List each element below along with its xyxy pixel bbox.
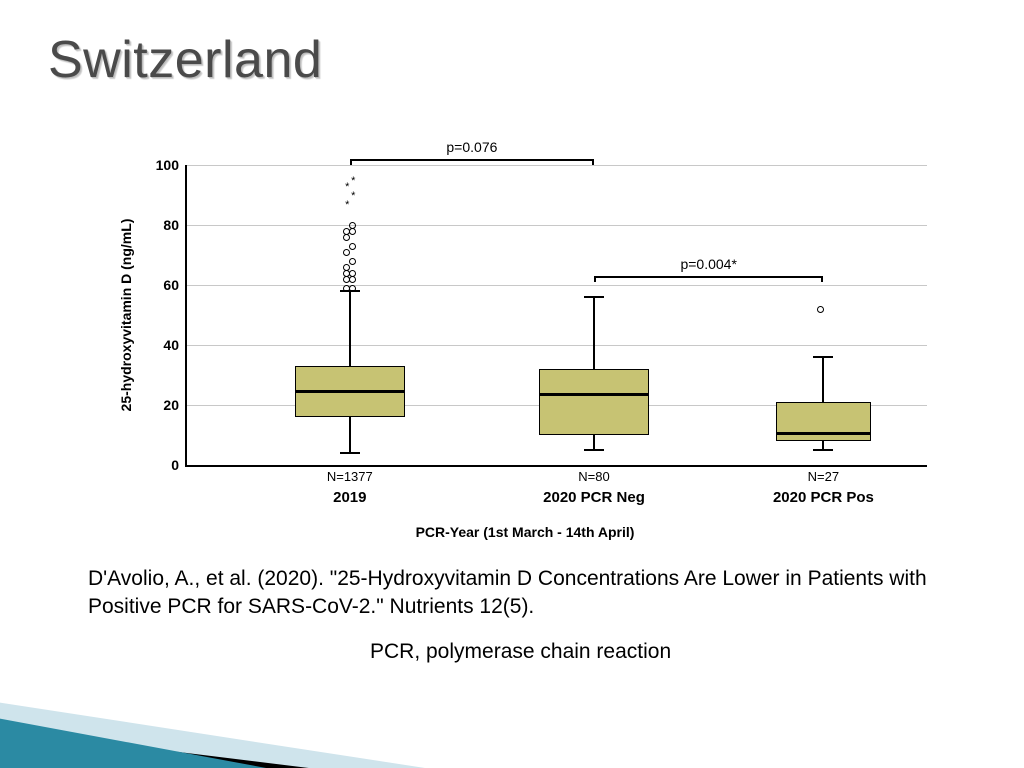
grid-line <box>187 165 927 166</box>
slide: Switzerland 25-hydroxyvitamin D (ng/mL) … <box>0 0 1024 768</box>
outlier-star: * <box>350 178 357 185</box>
whisker-cap <box>584 449 604 451</box>
n-label: N=1377 <box>327 469 373 484</box>
n-label: N=80 <box>578 469 609 484</box>
y-tick-label: 20 <box>163 397 179 413</box>
outlier-circle <box>343 264 350 271</box>
y-tick-label: 40 <box>163 337 179 353</box>
whisker-cap <box>340 452 360 454</box>
n-label: N=27 <box>808 469 839 484</box>
category-label: 2019 <box>333 489 366 506</box>
outlier-circle <box>817 306 824 313</box>
outlier-circle <box>349 258 356 265</box>
plot-area: 020406080100****N=13772019N=802020 PCR N… <box>185 165 927 467</box>
outlier-circle <box>349 285 356 292</box>
significance-tick <box>350 159 352 165</box>
y-tick-label: 100 <box>156 157 179 173</box>
whisker-cap <box>813 356 833 358</box>
significance-bar <box>350 159 594 161</box>
outlier-circle <box>349 243 356 250</box>
box <box>295 366 405 417</box>
significance-tick <box>821 276 823 282</box>
outlier-circle <box>343 234 350 241</box>
significance-label: p=0.004* <box>680 256 736 272</box>
boxplot-chart: 25-hydroxyvitamin D (ng/mL) 020406080100… <box>100 150 950 540</box>
significance-tick <box>594 276 596 282</box>
outlier-circle <box>349 276 356 283</box>
box <box>776 402 871 441</box>
outlier-circle <box>343 228 350 235</box>
y-tick-label: 0 <box>171 457 179 473</box>
outlier-star: * <box>344 202 351 209</box>
outlier-circle <box>343 249 350 256</box>
outlier-circle <box>349 228 356 235</box>
y-axis-label: 25-hydroxyvitamin D (ng/mL) <box>118 219 134 412</box>
grid-line <box>187 225 927 226</box>
category-label: 2020 PCR Pos <box>773 489 874 506</box>
outlier-star: * <box>344 184 351 191</box>
significance-label: p=0.076 <box>446 139 497 155</box>
grid-line <box>187 285 927 286</box>
outlier-star: * <box>350 193 357 200</box>
significance-bar <box>594 276 823 278</box>
whisker-cap <box>813 449 833 451</box>
category-label: 2020 PCR Neg <box>543 489 645 506</box>
whisker-cap <box>584 296 604 298</box>
y-tick-label: 60 <box>163 277 179 293</box>
median-line <box>296 390 404 393</box>
median-line <box>777 432 870 435</box>
significance-tick <box>592 159 594 165</box>
median-line <box>540 393 648 396</box>
page-title: Switzerland <box>48 30 322 90</box>
outlier-circle <box>349 270 356 277</box>
outlier-circle <box>349 222 356 229</box>
y-tick-label: 80 <box>163 217 179 233</box>
subnote-text: PCR, polymerase chain reaction <box>370 640 671 664</box>
x-axis-label: PCR-Year (1st March - 14th April) <box>416 524 635 540</box>
citation-text: D'Avolio, A., et al. (2020). "25-Hydroxy… <box>88 565 968 622</box>
grid-line <box>187 345 927 346</box>
box <box>539 369 649 435</box>
